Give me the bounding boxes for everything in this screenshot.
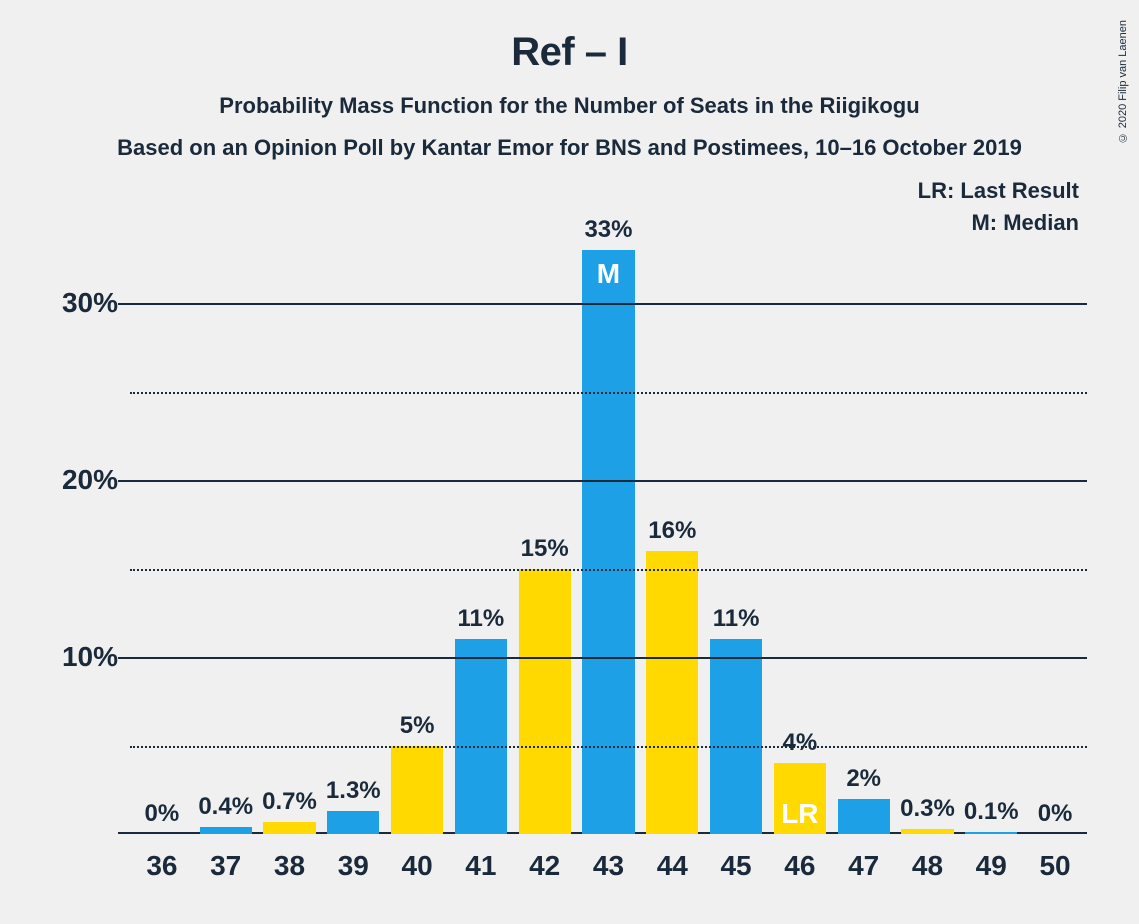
chart-subtitle: Probability Mass Function for the Number… bbox=[60, 93, 1079, 119]
bar-value-label: 1.3% bbox=[326, 777, 381, 805]
bar: 0.1% bbox=[965, 832, 1017, 834]
bar: 2% bbox=[838, 799, 890, 834]
bar: 11% bbox=[710, 639, 762, 834]
y-tick bbox=[118, 480, 130, 482]
bar-value-label: 2% bbox=[846, 765, 881, 793]
y-axis-label: 20% bbox=[62, 464, 118, 496]
copyright-text: © 2020 Filip van Laenen bbox=[1117, 20, 1129, 143]
bar: 5% bbox=[391, 746, 443, 834]
bar: 0.3% bbox=[901, 829, 953, 834]
chart-legend: LR: Last Result M: Median bbox=[918, 178, 1079, 242]
x-axis-label: 47 bbox=[848, 850, 879, 882]
x-axis-label: 36 bbox=[146, 850, 177, 882]
x-axis-label: 41 bbox=[465, 850, 496, 882]
chart-container: © 2020 Filip van Laenen Ref – I Probabil… bbox=[0, 0, 1139, 924]
x-axis-label: 50 bbox=[1039, 850, 1070, 882]
bar-value-label: 11% bbox=[458, 605, 505, 633]
gridline-major bbox=[130, 657, 1087, 659]
gridline-minor bbox=[130, 392, 1087, 394]
x-axis-label: 49 bbox=[976, 850, 1007, 882]
bar-value-label: 16% bbox=[648, 517, 696, 545]
gridline-major bbox=[130, 303, 1087, 305]
bar: 0.7% bbox=[263, 822, 315, 834]
y-tick bbox=[118, 657, 130, 659]
bar-value-label: 0.3% bbox=[900, 795, 955, 823]
bar-value-label: 15% bbox=[521, 535, 569, 563]
x-axis-label: 43 bbox=[593, 850, 624, 882]
bar: 16% bbox=[646, 551, 698, 834]
gridline-minor bbox=[130, 746, 1087, 748]
bar: 0.4% bbox=[200, 827, 252, 834]
x-axis-label: 37 bbox=[210, 850, 241, 882]
bar-value-label: 4% bbox=[783, 729, 818, 757]
bar-value-label: 33% bbox=[584, 216, 632, 244]
bar-value-label: 0% bbox=[145, 800, 180, 828]
legend-m: M: Median bbox=[918, 210, 1079, 236]
gridline-major bbox=[130, 480, 1087, 482]
x-axis-label: 48 bbox=[912, 850, 943, 882]
chart-title: Ref – I bbox=[60, 30, 1079, 75]
y-axis-label: 10% bbox=[62, 641, 118, 673]
bar: 4%LR bbox=[774, 763, 826, 834]
chart-subtitle-2: Based on an Opinion Poll by Kantar Emor … bbox=[60, 135, 1079, 161]
y-tick bbox=[118, 303, 130, 305]
x-axis-label: 44 bbox=[657, 850, 688, 882]
legend-lr: LR: Last Result bbox=[918, 178, 1079, 204]
x-axis-label: 45 bbox=[720, 850, 751, 882]
x-axis-label: 46 bbox=[784, 850, 815, 882]
bar-marker: LR bbox=[781, 798, 818, 830]
bar-value-label: 5% bbox=[400, 712, 435, 740]
bar: 11% bbox=[455, 639, 507, 834]
bar: 1.3% bbox=[327, 811, 379, 834]
bar-value-label: 11% bbox=[713, 605, 760, 633]
bar-value-label: 0.7% bbox=[262, 788, 317, 816]
bar-value-label: 0% bbox=[1038, 800, 1073, 828]
gridline-minor bbox=[130, 569, 1087, 571]
x-axis-label: 39 bbox=[338, 850, 369, 882]
x-axis-label: 42 bbox=[529, 850, 560, 882]
bar-value-label: 0.1% bbox=[964, 798, 1019, 826]
bar-marker: M bbox=[597, 258, 620, 290]
bar: 15% bbox=[519, 569, 571, 834]
x-axis-label: 38 bbox=[274, 850, 305, 882]
plot: 0%360.4%370.7%381.3%395%4011%4115%4233%M… bbox=[130, 250, 1087, 834]
bar-value-label: 0.4% bbox=[198, 793, 253, 821]
x-axis-label: 40 bbox=[402, 850, 433, 882]
y-axis-label: 30% bbox=[62, 287, 118, 319]
chart-plot-area: 0%360.4%370.7%381.3%395%4011%4115%4233%M… bbox=[130, 250, 1087, 834]
